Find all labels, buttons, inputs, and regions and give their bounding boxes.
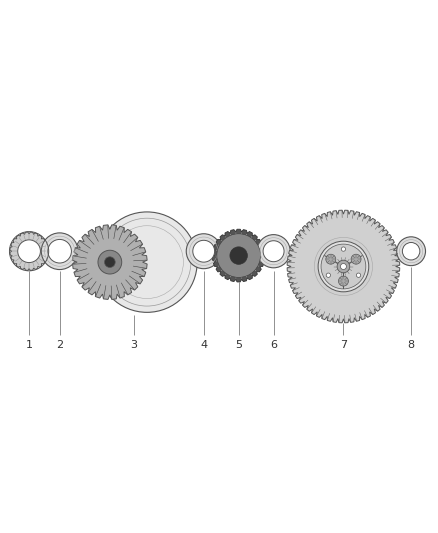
Circle shape [341,247,346,251]
Ellipse shape [257,235,290,268]
Circle shape [318,241,369,292]
Circle shape [337,260,350,273]
Text: 1: 1 [25,340,32,350]
Text: 2: 2 [56,340,63,350]
Circle shape [263,241,284,262]
Circle shape [403,243,420,260]
Text: 4: 4 [200,340,207,350]
Text: 6: 6 [270,340,277,350]
Text: 7: 7 [340,340,347,350]
Circle shape [326,254,336,264]
Circle shape [193,240,215,262]
Circle shape [351,254,361,264]
Circle shape [48,239,71,263]
Circle shape [230,247,247,264]
Polygon shape [287,210,400,323]
Ellipse shape [97,212,197,312]
Text: 5: 5 [235,340,242,350]
Polygon shape [73,225,147,300]
Ellipse shape [41,233,78,270]
Circle shape [357,273,360,277]
Circle shape [98,251,122,274]
Ellipse shape [397,237,426,265]
Polygon shape [10,232,48,270]
Polygon shape [212,229,265,282]
Circle shape [326,273,331,277]
Circle shape [217,234,261,277]
Text: 3: 3 [131,340,138,350]
Circle shape [18,240,40,263]
Circle shape [340,263,346,270]
Circle shape [339,276,348,286]
Circle shape [321,244,366,289]
Text: 8: 8 [407,340,415,350]
Ellipse shape [186,234,221,269]
Circle shape [105,257,115,268]
